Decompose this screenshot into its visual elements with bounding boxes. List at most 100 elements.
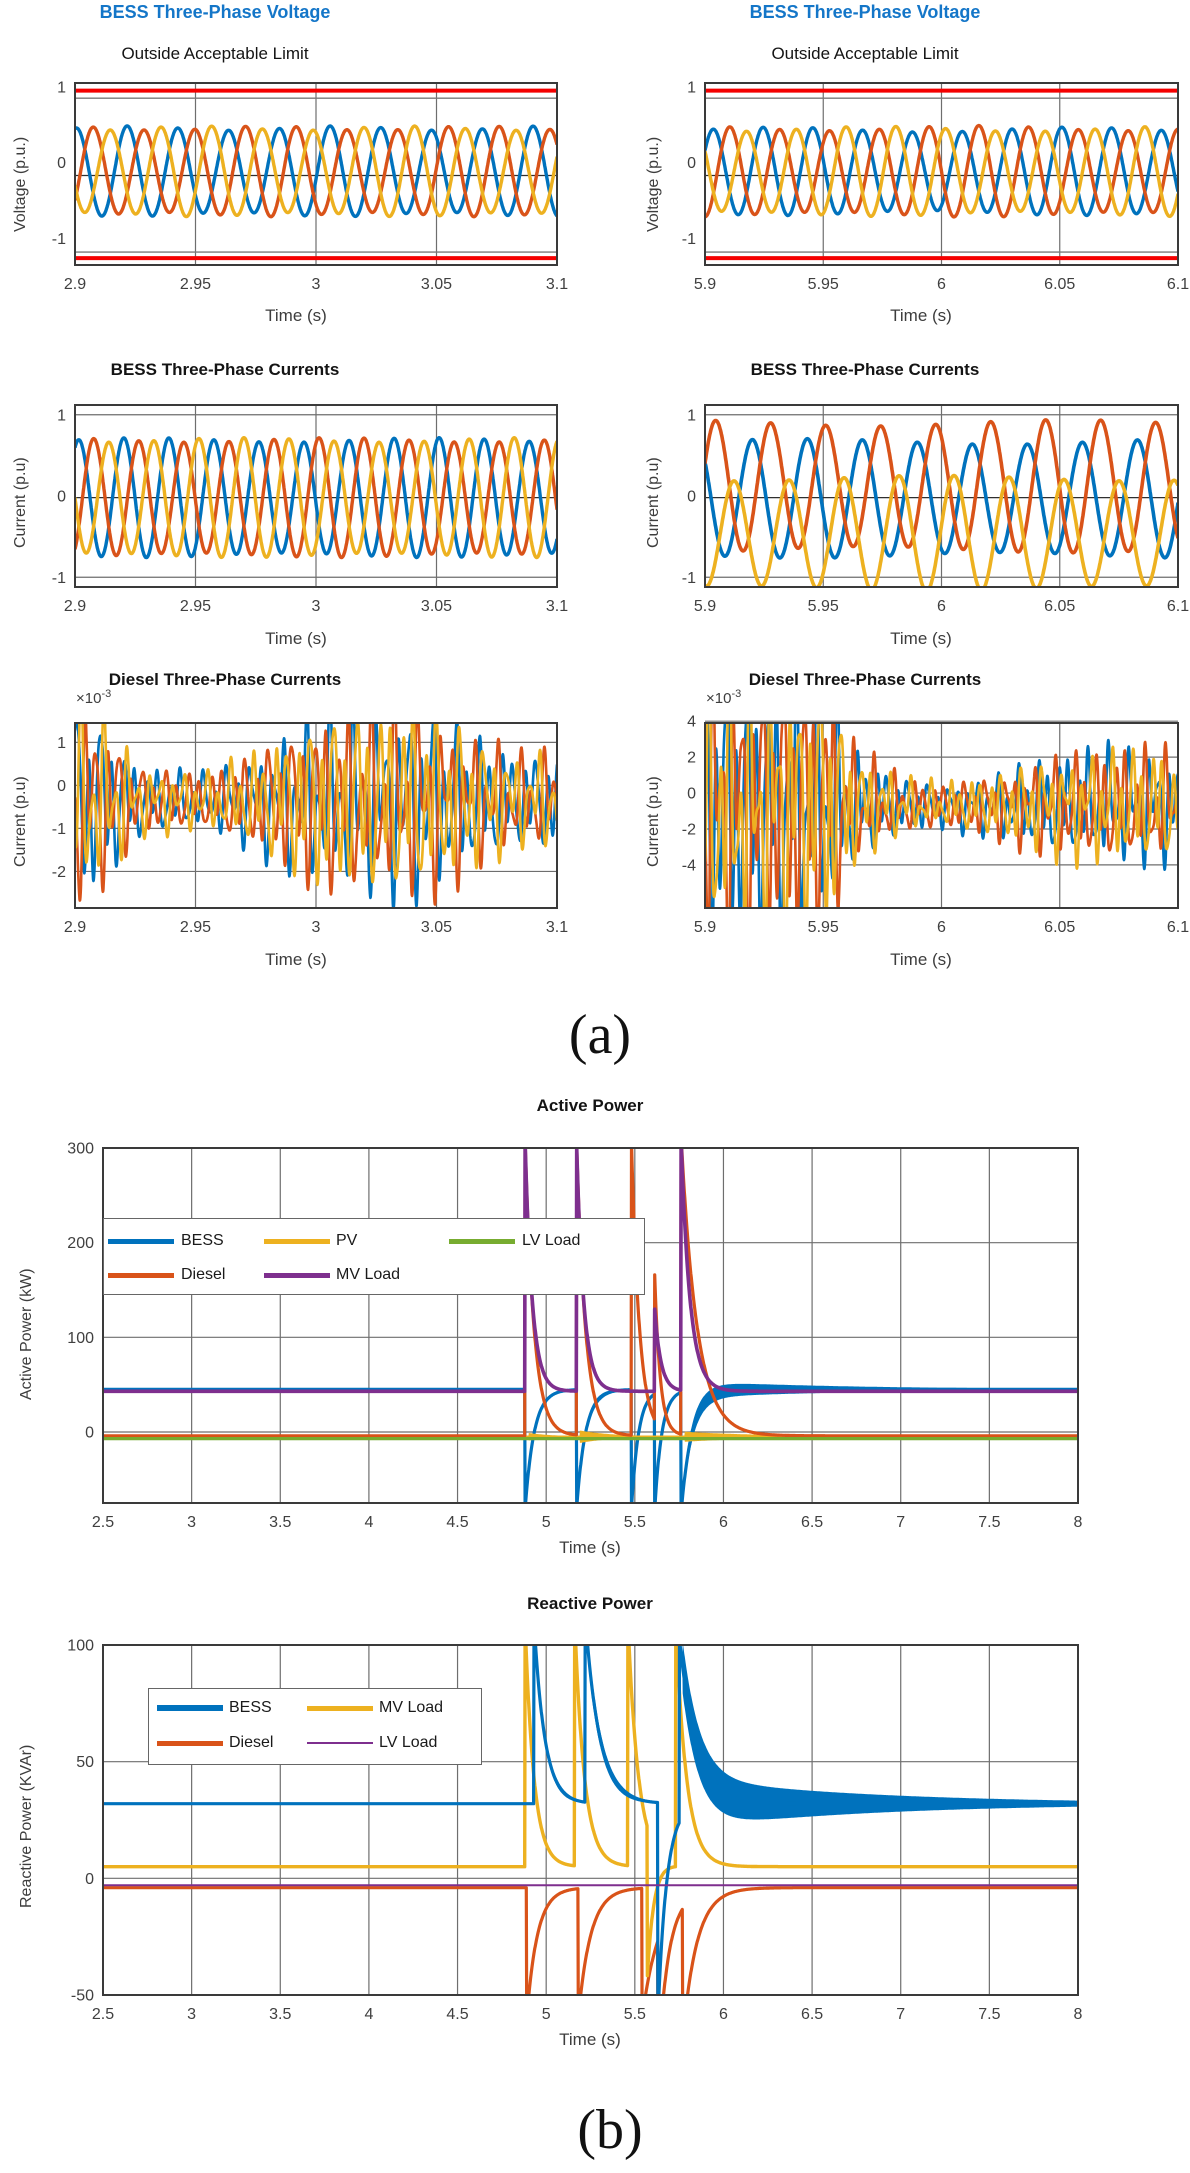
- svg-text:-1: -1: [682, 231, 696, 248]
- svg-text:-1: -1: [682, 570, 696, 587]
- plot-title-bess-currents-right: BESS Three-Phase Currents: [750, 360, 980, 379]
- x-axis-label: Time (s): [559, 2030, 621, 2049]
- tick-labels: 2.9 2.95 3 3.05 3.1 1 0 -1: [52, 79, 568, 293]
- svg-text:5.5: 5.5: [624, 2006, 646, 2023]
- active-power-legend: BESS PV LV Load Diesel MV Load: [103, 1218, 645, 1295]
- bess-current-plot-window1: 2.9 2.95 3 3.05 3.1 1 0 -1: [5, 389, 573, 633]
- legend-label: PV: [336, 1232, 358, 1249]
- svg-text:3: 3: [312, 598, 321, 615]
- svg-text:3.1: 3.1: [546, 276, 568, 293]
- y-axis-multiplier-right: ×10-3: [706, 688, 742, 707]
- voltage-plot-window1: 2.9 2.95 3 3.05 3.1 1 0 -1: [5, 67, 573, 311]
- svg-text:8: 8: [1074, 2006, 1083, 2023]
- x-axis-label: Time (s): [265, 950, 327, 969]
- svg-text:7.5: 7.5: [978, 1514, 1000, 1531]
- series-group: [705, 418, 1178, 587]
- svg-text:50: 50: [76, 1754, 94, 1771]
- legend-swatch: [108, 1238, 174, 1244]
- series-group: [705, 123, 1178, 219]
- series-group: [103, 1148, 1078, 1503]
- series-group: [103, 1645, 1078, 1995]
- svg-text:0: 0: [57, 155, 66, 172]
- svg-text:-2: -2: [52, 864, 66, 881]
- svg-text:1: 1: [57, 735, 66, 752]
- svg-text:2.95: 2.95: [180, 598, 211, 615]
- plot-canvas: 2.9 2.95 3 3.05 3.1 1 0 -1: [52, 404, 568, 615]
- svg-text:3.05: 3.05: [421, 598, 452, 615]
- plot-title-diesel-currents-right: Diesel Three-Phase Currents: [748, 670, 982, 689]
- svg-text:6.1: 6.1: [1167, 598, 1189, 615]
- svg-text:5.95: 5.95: [808, 919, 839, 936]
- svg-text:3.5: 3.5: [269, 2006, 291, 2023]
- legend-label: LV Load: [522, 1232, 581, 1249]
- tick-labels: 5.9 5.95 6 6.05 6.1 1 0 -1: [682, 407, 1189, 615]
- svg-text:3.5: 3.5: [269, 1514, 291, 1531]
- legend-swatch: [157, 1740, 223, 1746]
- legend-label: LV Load: [379, 1734, 438, 1751]
- legend-swatch: [307, 1742, 373, 1744]
- gridlines: [102, 1148, 1079, 1503]
- plot-subtitle-voltage-right: Outside Acceptable Limit: [771, 44, 959, 63]
- svg-text:6.05: 6.05: [1044, 919, 1075, 936]
- svg-text:-4: -4: [682, 857, 696, 874]
- plot-canvas: 2.9 2.95 3 3.05 3.1 1 0 -1: [52, 79, 568, 293]
- panel-a-label: (a): [568, 1004, 632, 1066]
- svg-text:3.1: 3.1: [546, 919, 568, 936]
- svg-text:0: 0: [57, 489, 66, 506]
- legend-label: BESS: [181, 1232, 224, 1249]
- legend-label: Diesel: [181, 1266, 226, 1283]
- svg-text:6: 6: [719, 1514, 728, 1531]
- x-axis-label: Time (s): [265, 629, 327, 648]
- x-axis-label: Time (s): [890, 950, 952, 969]
- svg-text:2.9: 2.9: [64, 276, 86, 293]
- tick-labels: 5.9 5.95 6 6.05 6.1 1 0 -1: [682, 79, 1189, 293]
- svg-text:5.9: 5.9: [694, 598, 716, 615]
- svg-text:3: 3: [312, 919, 321, 936]
- svg-text:6: 6: [937, 598, 946, 615]
- plot-title-bess-currents-left: BESS Three-Phase Currents: [110, 360, 340, 379]
- plot-subtitle-voltage-left: Outside Acceptable Limit: [121, 44, 309, 63]
- panel-b-label: (b): [577, 2099, 643, 2161]
- legend-swatch: [264, 1272, 330, 1278]
- reactive-power-legend: BESS MV Load Diesel LV Load: [148, 1688, 482, 1765]
- svg-text:6.5: 6.5: [801, 1514, 823, 1531]
- legend-label: BESS: [229, 1699, 272, 1716]
- svg-text:0: 0: [57, 778, 66, 795]
- svg-text:200: 200: [67, 1235, 94, 1252]
- x-axis-label: Time (s): [265, 306, 327, 325]
- svg-text:100: 100: [67, 1330, 94, 1347]
- svg-text:2.5: 2.5: [92, 1514, 114, 1531]
- tick-labels: 2.9 2.95 3 3.05 3.1 1 0 -1: [52, 407, 568, 615]
- svg-text:0: 0: [687, 155, 696, 172]
- svg-text:5.95: 5.95: [808, 276, 839, 293]
- legend-swatch: [157, 1705, 223, 1711]
- svg-text:2.95: 2.95: [180, 919, 211, 936]
- legend-swatch: [264, 1238, 330, 1244]
- active-power-plot: 2.5 3 3.5 4 4.5 5 5.5 6 6.5 7 7.5 8 0 100 200 300: [33, 1132, 1094, 1549]
- plot-canvas: 5.9 5.95 6 6.05 6.1 1 0 -1: [682, 404, 1189, 615]
- svg-text:1: 1: [57, 407, 66, 424]
- svg-text:5.5: 5.5: [624, 1514, 646, 1531]
- svg-text:2.95: 2.95: [180, 276, 211, 293]
- svg-text:3: 3: [187, 1514, 196, 1531]
- svg-text:5.9: 5.9: [694, 919, 716, 936]
- series-group: [75, 723, 557, 908]
- plot-canvas: 2.9 2.95 3 3.05 3.1 1 0 -1 -2: [52, 722, 568, 936]
- plot-canvas: 5.9 5.95 6 6.05 6.1 1 0 -1: [682, 79, 1189, 293]
- svg-text:-50: -50: [71, 1988, 94, 2005]
- legend-label: Diesel: [229, 1734, 274, 1751]
- tick-labels: 2.5 3 3.5 4 4.5 5 5.5 6 6.5 7 7.5 8 0 100 200 300: [67, 1141, 1082, 1532]
- svg-text:2.9: 2.9: [64, 598, 86, 615]
- svg-text:3: 3: [312, 276, 321, 293]
- svg-text:6.1: 6.1: [1167, 919, 1189, 936]
- plot-title-active-power: Active Power: [536, 1096, 644, 1115]
- y-axis-multiplier-left: ×10-3: [76, 688, 112, 707]
- svg-text:8: 8: [1074, 1514, 1083, 1531]
- svg-text:3.05: 3.05: [421, 276, 452, 293]
- tick-labels: 2.9 2.95 3 3.05 3.1 1 0 -1 -2: [52, 735, 568, 936]
- svg-text:4: 4: [364, 2006, 373, 2023]
- svg-text:6: 6: [937, 276, 946, 293]
- svg-text:7.5: 7.5: [978, 2006, 1000, 2023]
- svg-text:1: 1: [687, 407, 696, 424]
